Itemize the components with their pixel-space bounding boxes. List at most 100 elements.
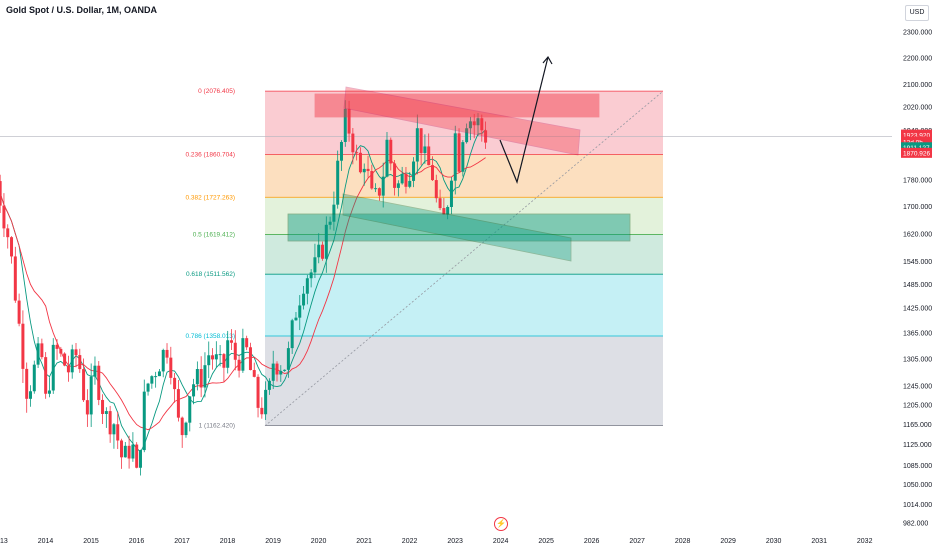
fib-label: 0 (2076.405) bbox=[198, 88, 235, 95]
candle-body bbox=[116, 424, 120, 441]
x-axis-label: 2024 bbox=[493, 538, 509, 545]
candle-body bbox=[389, 139, 393, 164]
price-tag bbox=[901, 129, 932, 140]
candle-body bbox=[195, 369, 199, 385]
candle-body bbox=[393, 163, 397, 188]
candle-body bbox=[150, 376, 154, 384]
candle-body bbox=[2, 205, 6, 229]
candle-body bbox=[161, 349, 165, 372]
candle-body bbox=[484, 130, 488, 143]
candle-body bbox=[13, 256, 17, 301]
candle-body bbox=[374, 188, 378, 190]
candle-body bbox=[423, 146, 427, 153]
candle-body bbox=[343, 108, 347, 142]
candle-body bbox=[377, 188, 381, 196]
x-axis-label: 2032 bbox=[857, 538, 873, 545]
y-axis-label: 1305.000 bbox=[903, 356, 932, 363]
candle-body bbox=[142, 391, 146, 451]
x-axis-label: 2013 bbox=[0, 538, 8, 545]
candle-body bbox=[78, 355, 82, 370]
x-axis-label: 2014 bbox=[38, 538, 54, 545]
candle-body bbox=[264, 389, 268, 415]
y-axis-label: 1050.000 bbox=[903, 482, 932, 489]
resistance-zone bbox=[314, 93, 600, 118]
candle-body bbox=[0, 181, 2, 206]
candle-body bbox=[260, 407, 264, 415]
candle-body bbox=[93, 365, 97, 377]
candle-body bbox=[127, 445, 131, 459]
candle-body bbox=[480, 118, 484, 131]
candle-body bbox=[214, 354, 218, 360]
y-axis-label: 2300.000 bbox=[903, 30, 932, 37]
y-axis-label: 1365.000 bbox=[903, 331, 932, 338]
candle-body bbox=[44, 357, 48, 394]
y-axis-label: 1085.000 bbox=[903, 463, 932, 470]
moving-average-slow bbox=[0, 157, 486, 431]
x-axis-label: 2021 bbox=[356, 538, 372, 545]
candle-body bbox=[123, 445, 127, 458]
candle-body bbox=[120, 440, 124, 458]
chart-title: Gold Spot / U.S. Dollar, 1M, OANDA bbox=[6, 5, 158, 15]
candle-body bbox=[267, 380, 271, 390]
candle-body bbox=[63, 353, 67, 366]
candle-body bbox=[85, 400, 89, 415]
candle-body bbox=[188, 396, 192, 423]
candle-body bbox=[366, 168, 370, 172]
candle-body bbox=[468, 121, 472, 129]
y-axis-label: 1245.000 bbox=[903, 384, 932, 391]
candle-body bbox=[28, 391, 32, 399]
candle-body bbox=[430, 165, 434, 181]
y-axis-label: 1425.000 bbox=[903, 306, 932, 313]
x-axis-label: 2029 bbox=[720, 538, 736, 545]
dashed-trendline bbox=[264, 90, 664, 427]
candle-body bbox=[465, 128, 469, 143]
fib-zone bbox=[265, 234, 663, 275]
candle-body bbox=[55, 344, 59, 349]
candle-body bbox=[218, 354, 222, 356]
descending-channel-bottom bbox=[342, 193, 572, 262]
candle-body bbox=[36, 343, 40, 365]
candle-body bbox=[146, 383, 150, 392]
candle-body bbox=[283, 369, 287, 371]
candle-body bbox=[381, 176, 385, 196]
candle-body bbox=[427, 146, 431, 166]
price-tag bbox=[901, 136, 932, 147]
candle-body bbox=[51, 344, 55, 391]
candle-body bbox=[21, 323, 25, 369]
candle-body bbox=[324, 224, 328, 259]
fib-label: 0.618 (1511.562) bbox=[186, 271, 235, 278]
candle-body bbox=[313, 257, 317, 273]
y-axis-label: 1545.000 bbox=[903, 259, 932, 266]
y-axis-label: 1485.000 bbox=[903, 282, 932, 289]
candle-body bbox=[286, 348, 290, 370]
candle-body bbox=[358, 152, 362, 173]
candle-body bbox=[47, 390, 51, 394]
candle-body bbox=[25, 368, 29, 399]
candle-body bbox=[184, 422, 188, 436]
candle-body bbox=[108, 411, 112, 435]
currency-button[interactable]: USD bbox=[905, 5, 929, 21]
candle-body bbox=[362, 168, 366, 173]
candle-body bbox=[97, 365, 101, 400]
candle-body bbox=[449, 180, 453, 207]
x-axis-label: 2027 bbox=[629, 538, 645, 545]
candle-body bbox=[176, 389, 180, 418]
price-tag bbox=[901, 147, 932, 158]
candle-body bbox=[355, 152, 359, 154]
candle-body bbox=[453, 133, 457, 181]
candle-body bbox=[419, 128, 423, 153]
y-axis-label: 1205.000 bbox=[903, 402, 932, 409]
price-tag-text: 1870.926 bbox=[903, 151, 930, 158]
y-axis-label: 1700.000 bbox=[903, 204, 932, 211]
candle-body bbox=[199, 369, 203, 388]
candle-body bbox=[207, 355, 211, 366]
x-axis-label: 2030 bbox=[766, 538, 782, 545]
candle-body bbox=[237, 359, 241, 371]
candle-body bbox=[233, 342, 237, 360]
x-axis-label: 2016 bbox=[129, 538, 145, 545]
candle-body bbox=[256, 376, 260, 408]
candle-body bbox=[40, 343, 44, 358]
candle-body bbox=[222, 354, 226, 368]
candle-body bbox=[370, 171, 374, 189]
